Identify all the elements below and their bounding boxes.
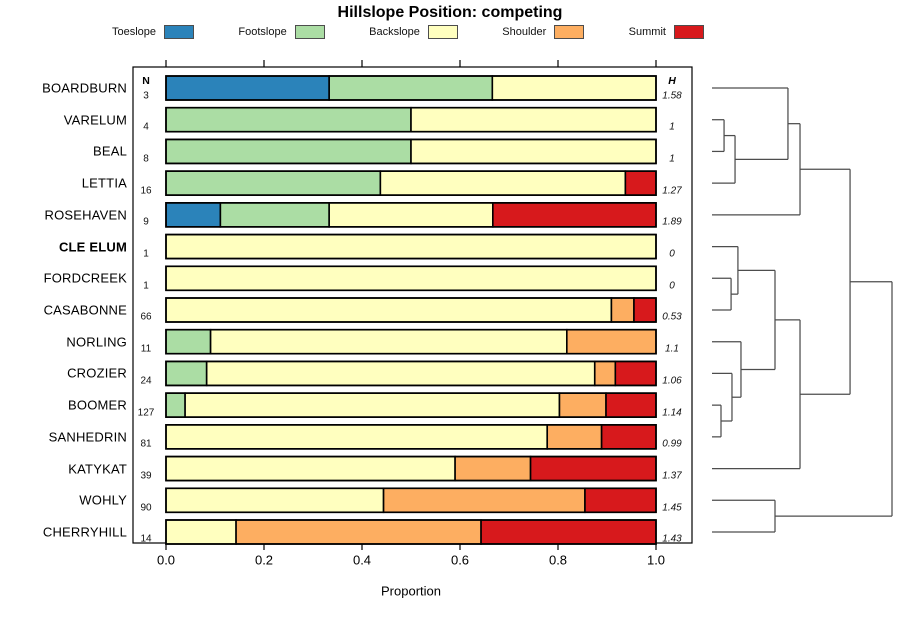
bar-segment-shoulder (546, 424, 603, 450)
bar-segment-backslope (410, 138, 657, 165)
legend-swatch (294, 25, 325, 39)
bar-segment-footslope (328, 75, 494, 101)
bar-segment-toeslope (165, 75, 330, 101)
legend-label: Toeslope (112, 26, 157, 38)
bar-segment-backslope (165, 519, 237, 545)
bar-outline (165, 360, 657, 387)
bar-segment-backslope (205, 360, 596, 387)
legend-swatch (427, 25, 458, 39)
bar-segment-summit (624, 170, 657, 196)
bar-segment-shoulder (382, 487, 586, 514)
legend-item: Summit (629, 25, 704, 39)
legend-item: Footslope (238, 25, 325, 39)
bar-segment-summit (480, 519, 657, 545)
bars (165, 75, 657, 545)
bar-row (165, 519, 657, 545)
dendrogram (712, 87, 893, 533)
bar-outline (165, 170, 657, 196)
bar-outline (165, 265, 657, 292)
bar-segment-shoulder (454, 455, 532, 482)
h-column-header: H (668, 75, 676, 87)
bar-segment-footslope (165, 170, 382, 196)
bar-segment-backslope (410, 106, 657, 133)
bar-row (165, 392, 657, 418)
bar-segment-backslope (184, 392, 561, 418)
bar-row (165, 424, 657, 450)
bar-row (165, 328, 657, 355)
legend-swatch (554, 25, 585, 39)
bar-row (165, 487, 657, 514)
n-column-header: N (142, 75, 150, 87)
bar-row (165, 297, 657, 323)
bar-segment-backslope (209, 328, 568, 355)
bar-segment-summit (529, 455, 657, 482)
bar-outline (165, 233, 657, 260)
bar-segment-backslope (165, 487, 385, 514)
bar-segment-footslope (165, 360, 208, 387)
bar-outline (165, 75, 657, 101)
bar-outline (165, 424, 657, 450)
legend-label: Shoulder (502, 26, 547, 38)
bar-row (165, 455, 657, 482)
bar-segment-shoulder (566, 328, 657, 355)
bar-segment-backslope (328, 202, 494, 228)
bar-segment-shoulder (593, 360, 617, 387)
bar-row (165, 233, 657, 260)
legend-item: Backslope (369, 25, 458, 39)
bar-segment-backslope (379, 170, 627, 196)
legend-item: Toeslope (112, 25, 195, 39)
bar-segment-footslope (165, 392, 186, 418)
bar-outline (165, 487, 657, 514)
x-axis-title: Proportion (381, 583, 441, 599)
bar-segment-backslope (165, 233, 657, 260)
bar-segment-summit (584, 487, 657, 514)
bar-outline (165, 138, 657, 165)
legend-label: Summit (628, 26, 666, 38)
bar-segment-summit (633, 297, 657, 323)
bar-outline (165, 519, 657, 545)
bar-segment-footslope (165, 138, 412, 165)
bar-row (165, 75, 657, 101)
chart-title: Hillslope Position: competing (337, 4, 563, 21)
bar-outline (165, 297, 657, 323)
bar-segment-toeslope (165, 202, 222, 228)
bar-outline (165, 455, 657, 482)
legend-label: Footslope (238, 26, 287, 38)
bar-segment-backslope (165, 265, 657, 292)
bar-segment-footslope (165, 328, 212, 355)
bar-outline (165, 106, 657, 133)
bar-row (165, 106, 657, 133)
bar-segment-summit (600, 424, 657, 450)
bar-segment-backslope (491, 75, 657, 101)
bar-segment-shoulder (610, 297, 635, 323)
bar-outline (165, 392, 657, 418)
bar-segment-summit (492, 202, 657, 228)
legend-swatch (164, 25, 195, 39)
bar-segment-shoulder (235, 519, 482, 545)
legend-swatch (673, 25, 704, 39)
bar-segment-backslope (165, 424, 549, 450)
bar-segment-footslope (219, 202, 330, 228)
bar-segment-summit (605, 392, 657, 418)
bar-segment-backslope (165, 297, 613, 323)
bar-row (165, 138, 657, 165)
bar-row (165, 202, 657, 228)
bar-outline (165, 202, 657, 228)
legend: Toeslope Footslope Backslope Shoulder Summit (112, 25, 704, 39)
bar-outline (165, 328, 657, 355)
bar-row (165, 265, 657, 292)
bar-segment-shoulder (558, 392, 607, 418)
bar-row (165, 360, 657, 387)
legend-item: Shoulder (502, 25, 585, 39)
bar-segment-summit (614, 360, 657, 387)
bar-segment-backslope (165, 455, 456, 482)
bar-row (165, 170, 657, 196)
bar-segment-footslope (165, 106, 412, 133)
legend-label: Backslope (369, 26, 420, 38)
